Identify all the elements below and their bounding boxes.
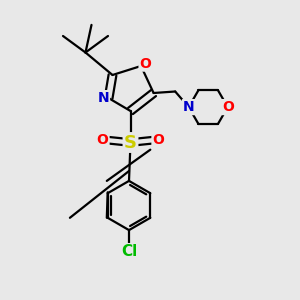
Text: Cl: Cl — [121, 244, 137, 259]
Text: N: N — [183, 100, 194, 114]
Text: O: O — [140, 57, 152, 70]
Text: O: O — [97, 133, 109, 147]
Text: O: O — [152, 133, 164, 147]
Text: O: O — [222, 100, 234, 114]
Text: N: N — [98, 91, 109, 105]
Text: S: S — [124, 134, 137, 152]
